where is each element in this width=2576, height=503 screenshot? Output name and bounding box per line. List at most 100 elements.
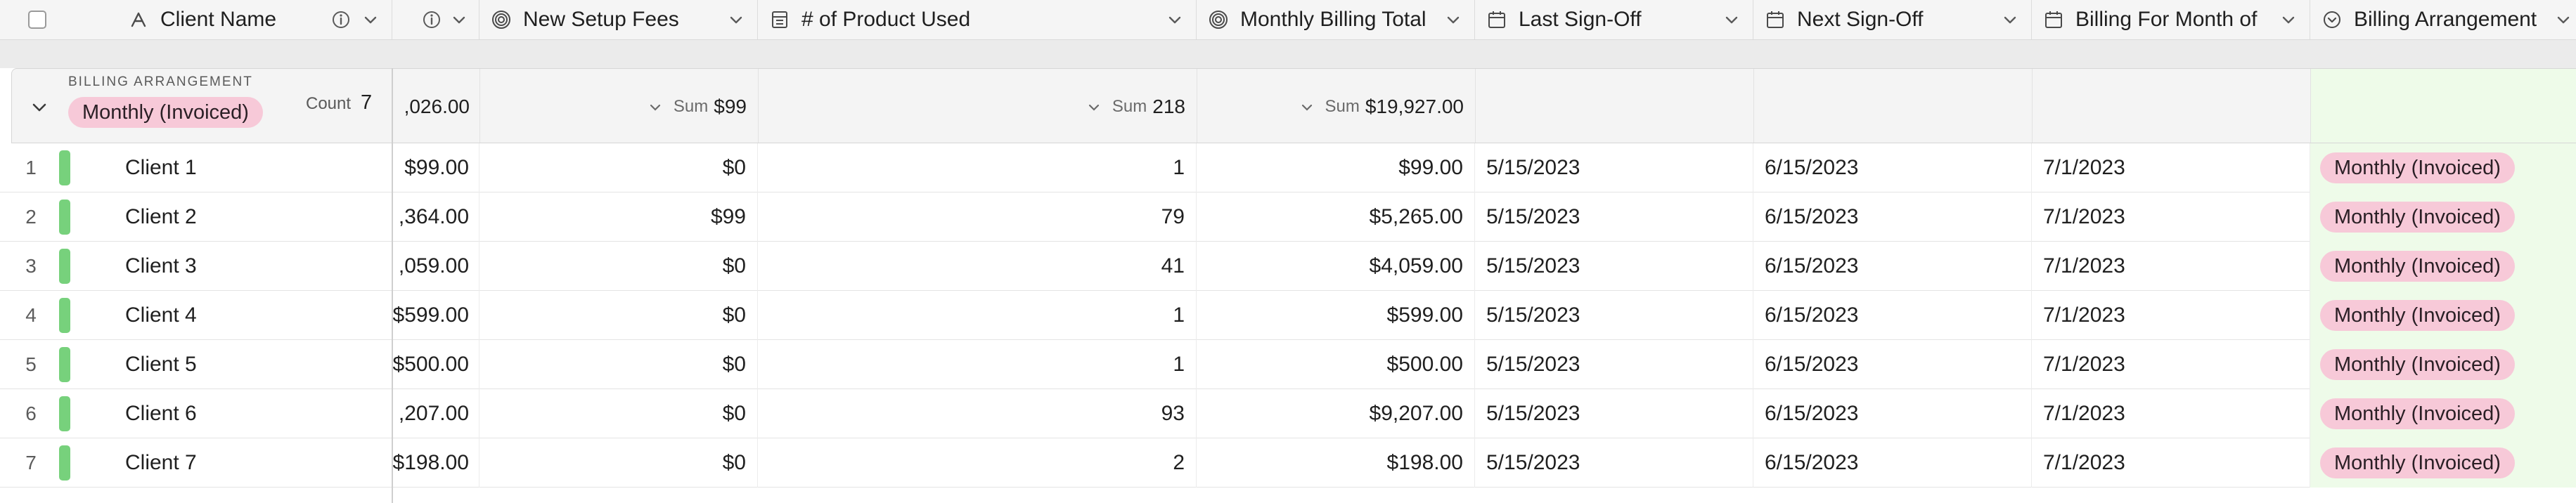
monthly-billing-cell[interactable]: $9,207.00 — [1197, 389, 1475, 438]
billing-month-cell[interactable]: 7/1/2023 — [2032, 438, 2310, 488]
chevron-down-icon[interactable] — [726, 10, 746, 30]
billing-arrangement-cell[interactable]: Monthly (Invoiced) — [2310, 242, 2576, 291]
next-sign-off-cell[interactable]: 6/15/2023 — [1753, 291, 2032, 340]
group-sum-setup[interactable]: Sum $99 — [480, 69, 759, 143]
next-sign-off-cell[interactable]: 6/15/2023 — [1753, 242, 2032, 291]
next-sign-off-cell[interactable]: 6/15/2023 — [1753, 438, 2032, 488]
chevron-down-icon[interactable] — [1722, 10, 1741, 30]
select-all-checkbox[interactable] — [28, 11, 46, 29]
billing-month-cell[interactable]: 7/1/2023 — [2032, 291, 2310, 340]
setup-fees-cell[interactable]: $0 — [479, 340, 758, 389]
billing-arrangement-cell[interactable]: Monthly (Invoiced) — [2310, 143, 2576, 192]
setup-fees-cell[interactable]: $0 — [479, 291, 758, 340]
products-used-cell[interactable]: 1 — [758, 143, 1197, 192]
header-last-sign-off[interactable]: Last Sign-Off — [1475, 0, 1753, 39]
frozen-column-divider[interactable] — [392, 68, 393, 503]
monthly-billing-cell[interactable]: $99.00 — [1197, 143, 1475, 192]
billing-month-cell[interactable]: 7/1/2023 — [2032, 389, 2310, 438]
header-next-sign-off[interactable]: Next Sign-Off — [1753, 0, 2032, 39]
hidden-total-cell[interactable]: $599.00 — [392, 291, 479, 340]
header-hidden-column[interactable] — [392, 0, 479, 39]
chevron-down-icon[interactable] — [361, 10, 380, 30]
billing-month-cell[interactable]: 7/1/2023 — [2032, 340, 2310, 389]
chevron-down-icon[interactable] — [2554, 10, 2573, 30]
hidden-total-cell[interactable]: $500.00 — [392, 340, 479, 389]
chevron-down-icon[interactable] — [1443, 10, 1463, 30]
table-row[interactable]: 7 Client 7 $198.00 $0 2 $198.00 5/15/202… — [0, 438, 2576, 488]
last-sign-off-cell[interactable]: 5/15/2023 — [1475, 389, 1753, 438]
billing-arrangement-cell[interactable]: Monthly (Invoiced) — [2310, 291, 2576, 340]
hidden-total-cell[interactable]: $99.00 — [392, 143, 479, 192]
products-used-cell[interactable]: 79 — [758, 192, 1197, 242]
billing-month-cell[interactable]: 7/1/2023 — [2032, 242, 2310, 291]
hidden-total-cell[interactable]: ,059.00 — [392, 242, 479, 291]
products-used-cell[interactable]: 1 — [758, 340, 1197, 389]
table-row[interactable]: 2 Client 2 ,364.00 $99 79 $5,265.00 5/15… — [0, 192, 2576, 242]
header-billing-arrangement[interactable]: Billing Arrangement — [2310, 0, 2576, 39]
last-sign-off-cell[interactable]: 5/15/2023 — [1475, 291, 1753, 340]
products-used-cell[interactable]: 2 — [758, 438, 1197, 488]
hidden-total-cell[interactable]: $198.00 — [392, 438, 479, 488]
monthly-billing-cell[interactable]: $599.00 — [1197, 291, 1475, 340]
header-product-used[interactable]: # of Product Used — [758, 0, 1197, 39]
products-used-cell[interactable]: 41 — [758, 242, 1197, 291]
client-name-cell[interactable]: Client 4 — [114, 291, 392, 340]
next-sign-off-cell[interactable]: 6/15/2023 — [1753, 340, 2032, 389]
chevron-down-icon[interactable] — [2000, 10, 2020, 30]
hidden-total-cell[interactable]: ,207.00 — [392, 389, 479, 438]
last-sign-off-cell[interactable]: 5/15/2023 — [1475, 340, 1753, 389]
client-name-cell[interactable]: Client 5 — [114, 340, 392, 389]
table-row[interactable]: 3 Client 3 ,059.00 $0 41 $4,059.00 5/15/… — [0, 242, 2576, 291]
monthly-billing-cell[interactable]: $4,059.00 — [1197, 242, 1475, 291]
info-icon[interactable] — [331, 10, 351, 30]
monthly-billing-cell[interactable]: $198.00 — [1197, 438, 1475, 488]
setup-fees-cell[interactable]: $0 — [479, 143, 758, 192]
row-number: 4 — [25, 304, 37, 326]
setup-fees-cell[interactable]: $0 — [479, 438, 758, 488]
header-billing-for-month-of[interactable]: Billing For Month of — [2032, 0, 2310, 39]
table-row[interactable]: 6 Client 6 ,207.00 $0 93 $9,207.00 5/15/… — [0, 389, 2576, 438]
billing-arrangement-cell[interactable]: Monthly (Invoiced) — [2310, 438, 2576, 488]
products-used-cell[interactable]: 1 — [758, 291, 1197, 340]
header-client-name[interactable]: Client Name — [118, 0, 392, 39]
last-sign-off-cell[interactable]: 5/15/2023 — [1475, 143, 1753, 192]
client-name-cell[interactable]: Client 1 — [114, 143, 392, 192]
client-name-cell[interactable]: Client 7 — [114, 438, 392, 488]
client-name-cell[interactable]: Client 2 — [114, 192, 392, 242]
chevron-down-icon[interactable] — [449, 10, 469, 30]
products-used-cell[interactable]: 93 — [758, 389, 1197, 438]
table-row[interactable]: 5 Client 5 $500.00 $0 1 $500.00 5/15/202… — [0, 340, 2576, 389]
row-color-stripe — [59, 150, 70, 185]
hidden-total-cell[interactable]: ,364.00 — [392, 192, 479, 242]
billing-month-cell[interactable]: 7/1/2023 — [2032, 192, 2310, 242]
billing-month-cell[interactable]: 7/1/2023 — [2032, 143, 2310, 192]
table-row[interactable]: 1 Client 1 $99.00 $0 1 $99.00 5/15/2023 … — [0, 143, 2576, 192]
last-sign-off-cell[interactable]: 5/15/2023 — [1475, 438, 1753, 488]
billing-arrangement-cell[interactable]: Monthly (Invoiced) — [2310, 192, 2576, 242]
next-sign-off-cell[interactable]: 6/15/2023 — [1753, 389, 2032, 438]
setup-fees-cell[interactable]: $0 — [479, 242, 758, 291]
chevron-down-icon[interactable] — [2279, 10, 2298, 30]
client-name-cell[interactable]: Client 3 — [114, 242, 392, 291]
header-monthly-billing-total[interactable]: Monthly Billing Total — [1197, 0, 1475, 39]
monthly-billing-cell[interactable]: $5,265.00 — [1197, 192, 1475, 242]
billing-arrangement-cell[interactable]: Monthly (Invoiced) — [2310, 340, 2576, 389]
group-sum-products[interactable]: Sum 218 — [759, 69, 1197, 143]
collapse-chevron-icon[interactable] — [29, 97, 50, 118]
chevron-down-icon — [1299, 98, 1315, 115]
last-sign-off-cell[interactable]: 5/15/2023 — [1475, 242, 1753, 291]
table-row[interactable]: 4 Client 4 $599.00 $0 1 $599.00 5/15/202… — [0, 291, 2576, 340]
group-header[interactable]: BILLING ARRANGEMENT Monthly (Invoiced) C… — [11, 68, 2576, 143]
next-sign-off-cell[interactable]: 6/15/2023 — [1753, 143, 2032, 192]
header-new-setup-fees[interactable]: New Setup Fees — [479, 0, 758, 39]
client-name-cell[interactable]: Client 6 — [114, 389, 392, 438]
chevron-down-icon[interactable] — [1165, 10, 1185, 30]
last-sign-off-cell[interactable]: 5/15/2023 — [1475, 192, 1753, 242]
group-sum-monthly[interactable]: Sum $19,927.00 — [1197, 69, 1476, 143]
billing-arrangement-cell[interactable]: Monthly (Invoiced) — [2310, 389, 2576, 438]
info-icon[interactable] — [422, 10, 442, 30]
setup-fees-cell[interactable]: $99 — [479, 192, 758, 242]
monthly-billing-cell[interactable]: $500.00 — [1197, 340, 1475, 389]
setup-fees-cell[interactable]: $0 — [479, 389, 758, 438]
next-sign-off-cell[interactable]: 6/15/2023 — [1753, 192, 2032, 242]
